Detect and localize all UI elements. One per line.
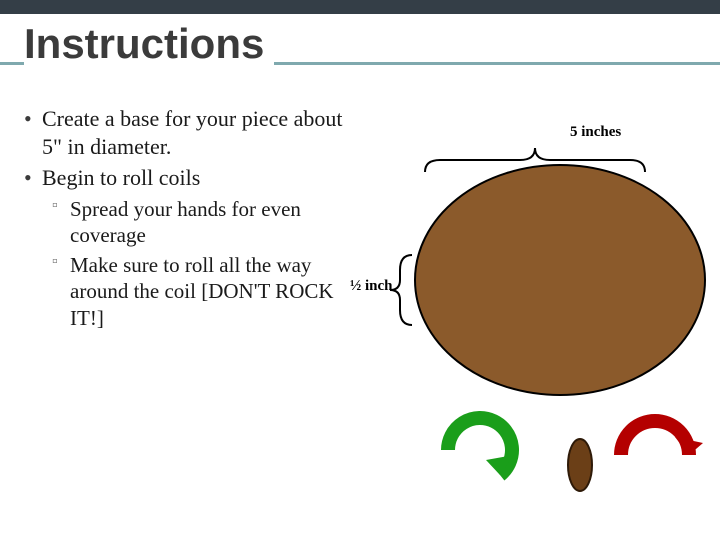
bullet-item: Create a base for your piece about 5" in… [24,105,359,160]
sub-bullet-item: Spread your hands for even coverage [52,196,359,249]
sub-bullet-item: Make sure to roll all the way around the… [52,252,359,331]
clay-disc [415,165,705,395]
coil-shape [568,439,592,491]
red-rotate-icon [621,421,703,455]
page-title: Instructions [24,20,274,68]
top-bar [0,0,720,14]
bullet-text: Begin to roll coils [42,165,200,190]
content-area: Create a base for your piece about 5" in… [24,105,359,335]
left-brace [390,255,412,325]
diagram-svg [380,100,720,520]
main-bullet-list: Create a base for your piece about 5" in… [24,105,359,331]
bullet-item: Begin to roll coils Spread your hands fo… [24,164,359,331]
green-rotate-icon [448,418,514,475]
sub-bullet-list: Spread your hands for even coverage Make… [42,196,359,331]
diagram-area: 5 inches ½ inch [380,100,710,500]
